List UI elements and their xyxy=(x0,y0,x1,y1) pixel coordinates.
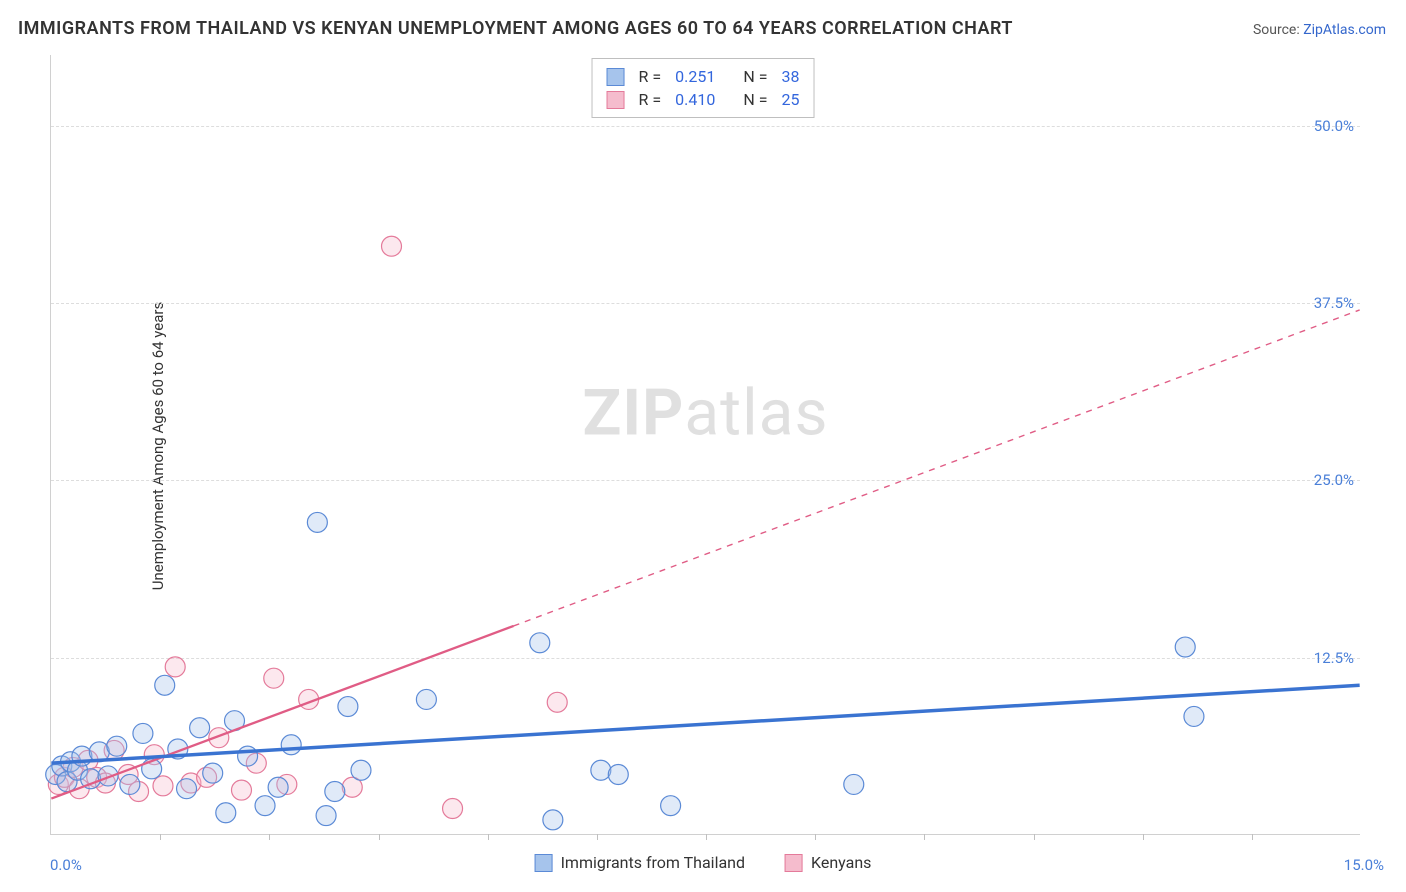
legend-series: Immigrants from Thailand Kenyans xyxy=(535,853,872,872)
legend-row-pink: R = 0.410 N = 25 xyxy=(607,88,800,111)
data-point xyxy=(307,512,327,532)
source-attribution: Source: ZipAtlas.com xyxy=(1253,22,1386,38)
scatter-svg xyxy=(51,55,1360,834)
data-point xyxy=(338,697,358,717)
legend-n-value-blue: 38 xyxy=(781,67,799,86)
legend-label-blue: Immigrants from Thailand xyxy=(561,853,745,872)
x-tick-max: 15.0% xyxy=(1344,856,1384,874)
trend-line xyxy=(51,626,513,799)
legend-n-label: N = xyxy=(743,90,767,109)
legend-swatch-blue xyxy=(535,854,553,872)
plot-area: ZIPatlas 12.5%25.0%37.5%50.0% xyxy=(50,55,1360,835)
data-point xyxy=(530,633,550,653)
data-point xyxy=(165,657,185,677)
legend-swatch-blue xyxy=(607,68,625,86)
trend-line-dashed xyxy=(514,310,1360,626)
data-point xyxy=(661,796,681,816)
legend-label-pink: Kenyans xyxy=(811,853,871,872)
data-point xyxy=(325,782,345,802)
data-point xyxy=(255,796,275,816)
data-point xyxy=(203,763,223,783)
data-point xyxy=(316,806,336,826)
data-point xyxy=(608,765,628,785)
legend-swatch-pink xyxy=(607,91,625,109)
x-tick-mark xyxy=(1034,834,1035,840)
x-tick-mark xyxy=(488,834,489,840)
legend-row-blue: R = 0.251 N = 38 xyxy=(607,65,800,88)
legend-correlation: R = 0.251 N = 38 R = 0.410 N = 25 xyxy=(592,58,815,118)
x-tick-mark xyxy=(924,834,925,840)
data-point xyxy=(281,735,301,755)
data-point xyxy=(107,736,127,756)
data-point xyxy=(238,746,258,766)
data-point xyxy=(416,689,436,709)
data-point xyxy=(543,810,563,830)
data-point xyxy=(382,236,402,256)
data-point xyxy=(153,776,173,796)
x-tick-mark xyxy=(706,834,707,840)
data-point xyxy=(120,774,140,794)
x-tick-min: 0.0% xyxy=(50,856,82,874)
data-point xyxy=(155,675,175,695)
data-point xyxy=(133,723,153,743)
data-point xyxy=(190,718,210,738)
x-tick-mark xyxy=(597,834,598,840)
legend-n-value-pink: 25 xyxy=(781,90,799,109)
chart-title: IMMIGRANTS FROM THAILAND VS KENYAN UNEMP… xyxy=(18,18,1013,39)
data-point xyxy=(1175,637,1195,657)
legend-item-pink: Kenyans xyxy=(785,853,871,872)
data-point xyxy=(547,692,567,712)
data-point xyxy=(844,774,864,794)
legend-r-value-pink: 0.410 xyxy=(675,90,715,109)
x-tick-mark xyxy=(269,834,270,840)
data-point xyxy=(1184,706,1204,726)
data-point xyxy=(591,760,611,780)
legend-r-value-blue: 0.251 xyxy=(675,67,715,86)
legend-r-label: R = xyxy=(639,67,662,86)
data-point xyxy=(351,760,371,780)
data-point xyxy=(443,799,463,819)
source-link[interactable]: ZipAtlas.com xyxy=(1303,22,1386,38)
x-tick-mark xyxy=(379,834,380,840)
x-tick-mark xyxy=(815,834,816,840)
x-tick-mark xyxy=(1252,834,1253,840)
legend-r-label: R = xyxy=(639,90,662,109)
legend-n-label: N = xyxy=(743,67,767,86)
data-point xyxy=(177,779,197,799)
x-tick-mark xyxy=(160,834,161,840)
legend-item-blue: Immigrants from Thailand xyxy=(535,853,745,872)
x-tick-mark xyxy=(1143,834,1144,840)
data-point xyxy=(264,668,284,688)
data-point xyxy=(231,780,251,800)
legend-swatch-pink xyxy=(785,854,803,872)
data-point xyxy=(268,777,288,797)
source-label: Source: xyxy=(1253,22,1303,38)
data-point xyxy=(216,803,236,823)
